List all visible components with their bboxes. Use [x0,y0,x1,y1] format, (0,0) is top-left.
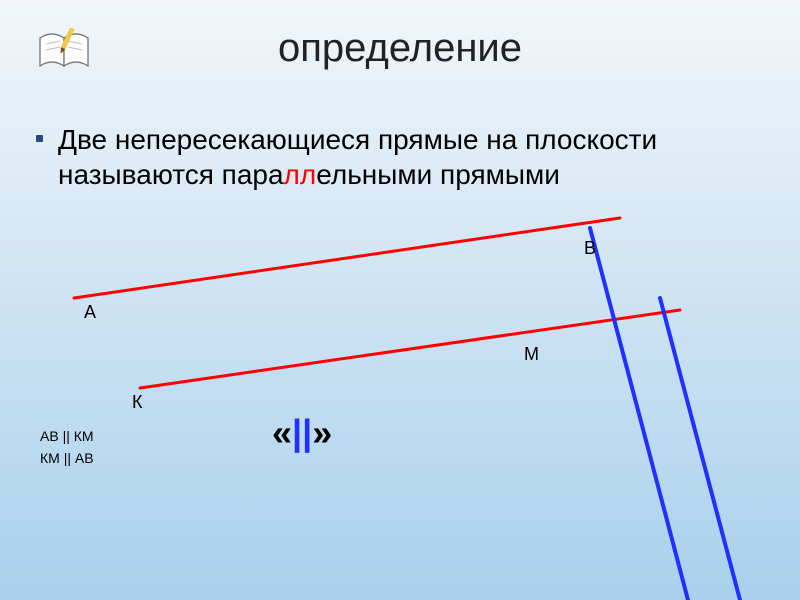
point-label-a: А [84,302,96,323]
diagram-lines [0,0,800,600]
point-label-k: К [132,392,143,413]
line-ab [74,218,620,298]
slide: определение Две непересекающиеся прямые … [0,0,800,600]
definition-emphasis: лл [284,159,317,190]
slide-title: определение [0,26,800,71]
bullet-marker [36,135,43,142]
notation-ab-km: АВ || КМ [40,428,94,444]
point-label-b: В [584,238,596,259]
parallel-symbol-open: « [272,412,292,453]
blue-line-2 [660,298,740,600]
blue-line-1 [590,228,688,600]
parallel-symbol: «||» [272,412,332,454]
point-label-m: М [524,344,539,365]
definition-text: Две непересекающиеся прямые на плоскости… [58,122,758,192]
parallel-symbol-close: » [312,412,332,453]
parallel-symbol-bars: || [292,412,312,453]
line-km [140,310,680,388]
notation-km-ab: КМ || АВ [40,450,94,466]
definition-suffix: ельными прямыми [316,159,560,190]
